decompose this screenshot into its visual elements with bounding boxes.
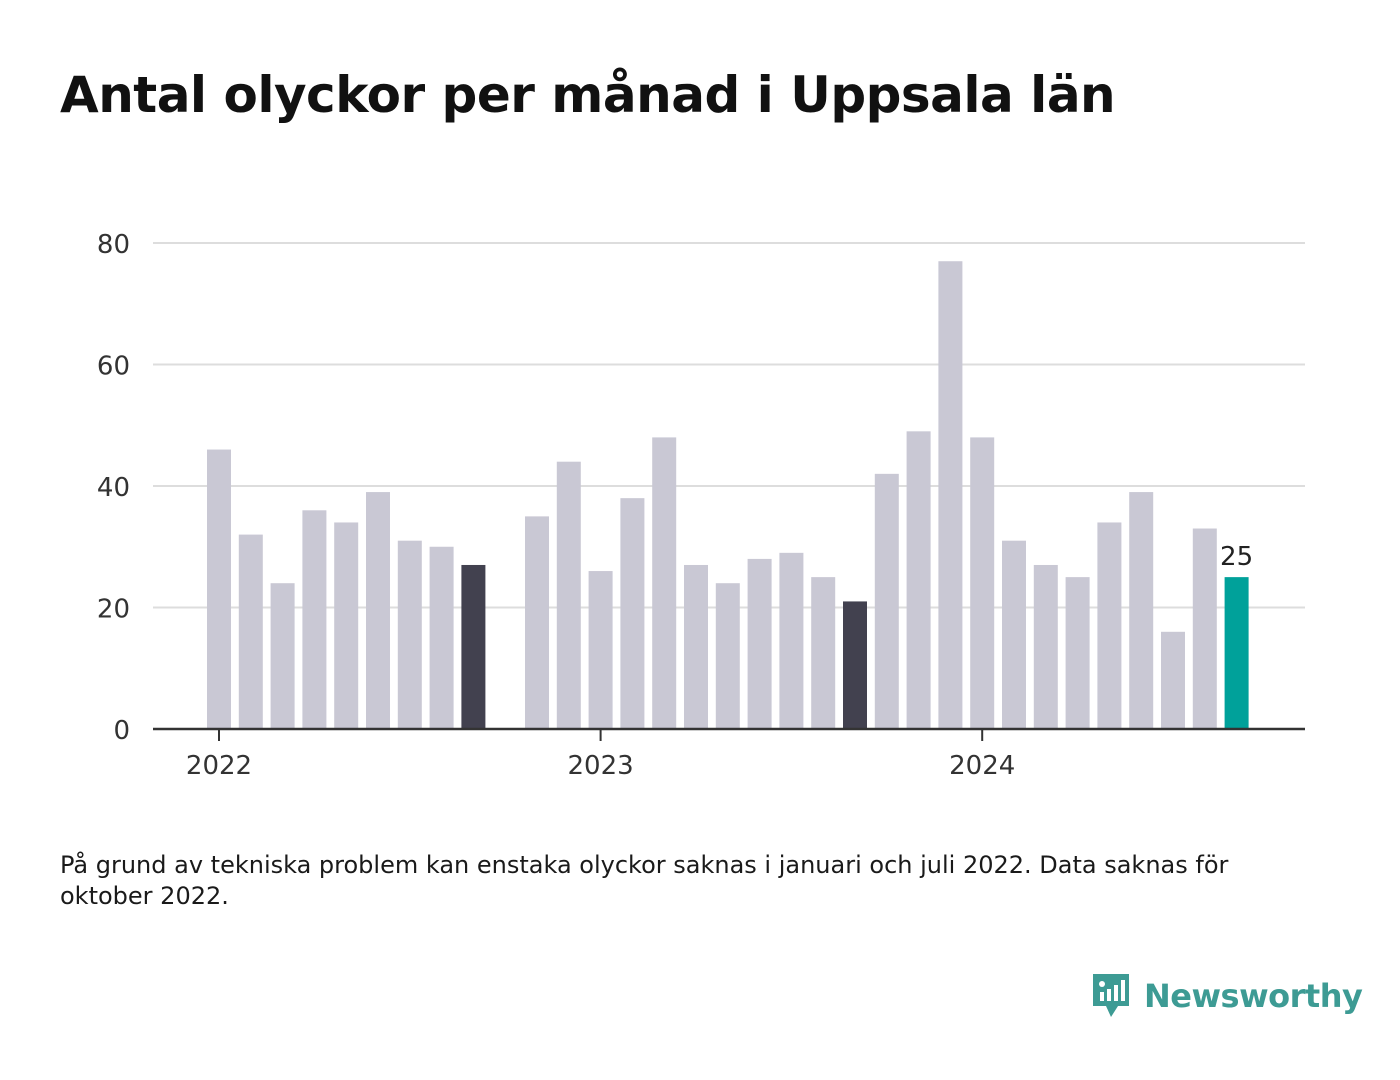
- bar-2022-07: [397, 540, 422, 729]
- y-tick-label: 80: [97, 230, 130, 260]
- bar-2023-02: [620, 498, 645, 729]
- bar-2023-06: [747, 558, 772, 729]
- bar-2023-12: [938, 261, 963, 729]
- bar-2024-04: [1065, 577, 1090, 729]
- bar-2023-04: [684, 564, 708, 729]
- bar-2022-11: [525, 516, 549, 729]
- bar-2023-01: [588, 571, 613, 729]
- bar-2024-09: [1224, 577, 1249, 729]
- chart-title: Antal olyckor per månad i Uppsala län: [60, 66, 1116, 124]
- bar-2023-07: [779, 552, 804, 729]
- x-axis: [153, 727, 1305, 741]
- y-tick-label: 0: [113, 716, 130, 746]
- bar-2022-08: [429, 546, 454, 729]
- bar-2023-11: [906, 431, 931, 729]
- brand-name: Newsworthy: [1144, 977, 1363, 1015]
- bar-2022-03: [270, 583, 295, 729]
- bar-2024-08: [1192, 528, 1217, 729]
- x-tick-labels: 2022 2023 2024: [186, 751, 1015, 781]
- newsworthy-logo-icon: [1093, 974, 1129, 1017]
- bar-chart: 0 20 40 60 80 2022 2023 2024 25: [97, 230, 1305, 781]
- bar-2022-12: [556, 461, 581, 729]
- bar-2024-06: [1129, 492, 1154, 729]
- footnote: På grund av tekniska problem kan enstaka…: [60, 851, 1229, 910]
- y-tick-label: 60: [97, 352, 130, 382]
- data-label: 25: [1220, 542, 1253, 572]
- bar-2024-02: [1002, 540, 1026, 729]
- bar-2022-04: [302, 510, 327, 729]
- y-axis: 0 20 40 60 80: [97, 230, 130, 746]
- brand[interactable]: Newsworthy: [1090, 970, 1363, 1022]
- bar-2023-08: [811, 577, 836, 729]
- y-tick-label: 20: [97, 595, 130, 625]
- bar-2023-03: [652, 437, 677, 729]
- bar-2022-06: [366, 492, 390, 729]
- bar-2024-05: [1097, 522, 1122, 729]
- bar-2024-03: [1033, 564, 1058, 729]
- bar-2023-05: [715, 583, 740, 729]
- x-tick-label: 2023: [568, 751, 634, 781]
- bar-2023-09: [843, 601, 867, 729]
- bar-2022-09: [461, 564, 486, 729]
- data-labels: 25: [1220, 542, 1253, 572]
- x-tick-label: 2022: [186, 751, 252, 781]
- bars: [207, 261, 1249, 729]
- y-tick-label: 40: [97, 473, 130, 503]
- bar-2023-10: [874, 473, 899, 729]
- bar-2022-01: [207, 449, 231, 729]
- x-tick-label: 2024: [949, 751, 1015, 781]
- bar-2024-01: [970, 437, 995, 729]
- bar-2022-02: [238, 534, 263, 729]
- bar-2024-07: [1161, 631, 1185, 729]
- bar-2022-05: [334, 522, 359, 729]
